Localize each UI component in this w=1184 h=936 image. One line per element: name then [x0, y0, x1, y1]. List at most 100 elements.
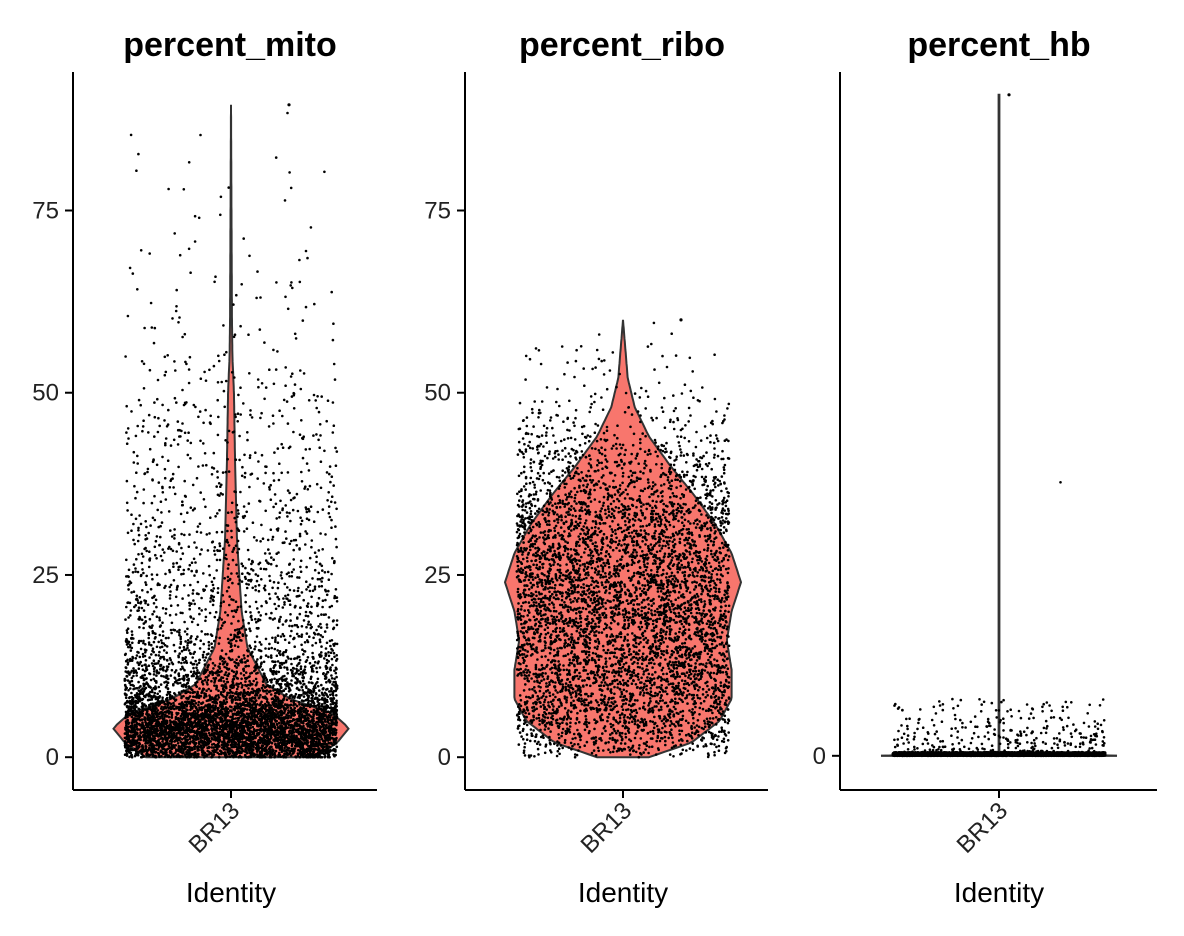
data-point — [300, 643, 303, 647]
data-point — [333, 642, 337, 645]
data-point — [274, 592, 277, 595]
data-point — [331, 401, 335, 404]
data-point — [331, 431, 335, 434]
data-point — [187, 368, 191, 371]
data-point — [307, 518, 311, 522]
data-point — [135, 745, 138, 749]
data-point — [145, 693, 148, 696]
data-point — [203, 755, 206, 759]
data-point — [299, 522, 303, 526]
data-point — [155, 671, 159, 674]
data-point — [181, 335, 184, 339]
data-point — [282, 398, 286, 402]
data-point — [274, 156, 278, 159]
data-point — [277, 604, 281, 608]
data-point — [314, 748, 317, 751]
data-point — [203, 370, 206, 374]
data-point — [129, 725, 133, 729]
data-point — [311, 651, 314, 655]
data-point — [183, 584, 186, 587]
data-point — [260, 643, 263, 646]
data-point — [315, 717, 319, 720]
data-point — [147, 636, 150, 640]
data-point — [215, 687, 218, 691]
data-point — [240, 677, 243, 681]
data-point — [235, 503, 239, 507]
data-point — [290, 662, 293, 666]
data-point — [281, 632, 285, 636]
data-point — [192, 753, 196, 757]
data-point — [335, 596, 339, 599]
data-point — [172, 486, 175, 489]
data-point — [329, 714, 333, 717]
data-point — [271, 636, 274, 640]
data-point — [318, 577, 322, 581]
data-point — [274, 502, 278, 506]
data-point — [320, 735, 323, 739]
data-point — [248, 644, 251, 647]
data-point — [302, 372, 306, 375]
data-point — [173, 492, 177, 496]
data-point — [147, 664, 151, 667]
data-point — [180, 649, 184, 653]
data-point — [142, 639, 145, 643]
data-point — [147, 431, 150, 434]
data-point — [142, 362, 146, 366]
data-point — [327, 512, 331, 515]
data-point — [142, 419, 145, 423]
data-point — [217, 354, 220, 358]
data-point — [297, 635, 301, 638]
data-point — [161, 491, 165, 494]
data-point — [244, 600, 247, 604]
data-point — [304, 543, 307, 546]
data-point — [172, 562, 175, 565]
data-point — [128, 696, 132, 699]
data-point — [213, 553, 217, 556]
data-point — [186, 641, 190, 645]
data-point — [292, 430, 295, 434]
data-point — [200, 630, 203, 633]
data-point — [200, 680, 204, 684]
data-point — [255, 729, 258, 733]
data-point — [213, 639, 216, 643]
data-point — [213, 615, 217, 619]
data-point — [283, 582, 287, 586]
data-point — [183, 753, 187, 756]
data-point — [300, 519, 304, 523]
data-point — [197, 216, 201, 220]
data-point — [303, 650, 307, 653]
data-point — [164, 437, 168, 440]
data-point — [246, 438, 249, 442]
data-point — [194, 695, 197, 699]
data-point — [288, 491, 291, 495]
data-point — [286, 593, 290, 597]
data-point — [288, 588, 292, 592]
data-point — [306, 614, 310, 618]
data-point — [218, 544, 222, 548]
data-point — [141, 721, 144, 724]
data-point — [292, 548, 296, 552]
data-point — [233, 516, 236, 520]
data-point — [198, 522, 202, 526]
data-point — [177, 568, 180, 571]
data-point — [248, 456, 252, 460]
data-point — [131, 641, 134, 645]
data-point — [311, 681, 314, 685]
data-point — [249, 755, 252, 759]
data-point — [137, 713, 141, 717]
data-point — [279, 735, 282, 738]
data-point — [289, 498, 293, 502]
data-point — [281, 623, 285, 626]
data-point — [233, 333, 237, 337]
data-point — [216, 470, 219, 473]
data-point — [137, 707, 140, 711]
data-point — [141, 652, 145, 656]
data-point — [149, 301, 153, 305]
data-point — [329, 651, 333, 655]
data-point — [152, 459, 155, 462]
data-point — [195, 663, 199, 666]
data-point — [236, 412, 240, 416]
data-point — [257, 460, 260, 463]
data-point — [289, 284, 293, 287]
data-point — [315, 670, 319, 674]
